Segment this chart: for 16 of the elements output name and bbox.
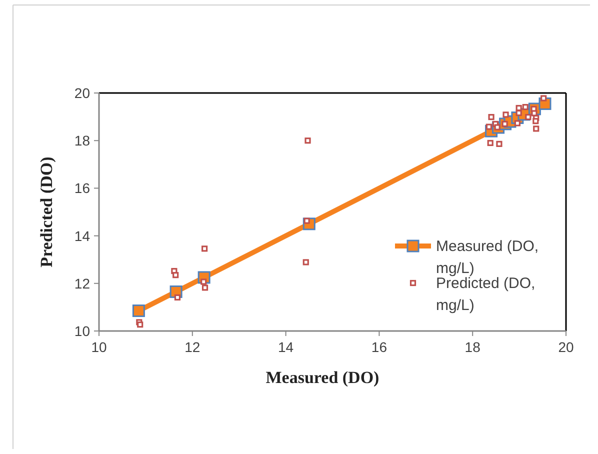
legend-label: Measured (DO, mg/L) [436, 238, 539, 277]
x-tick-label: 12 [184, 339, 200, 355]
y-tick-label: 20 [74, 85, 90, 101]
legend-label: Predicted (DO, mg/L) [436, 275, 536, 314]
x-tick-label: 18 [464, 339, 481, 355]
x-tick-label: 14 [278, 339, 294, 355]
x-axis-title: Measured (DO) [266, 368, 380, 387]
y-axis-title: Predicted (DO) [37, 156, 56, 268]
x-tick-label: 16 [371, 339, 388, 355]
x-tick-label: 20 [558, 339, 574, 355]
x-tick-label: 10 [91, 339, 107, 355]
y-tick-label: 14 [74, 228, 90, 244]
y-tick-label: 10 [74, 323, 90, 339]
y-tick-label: 16 [74, 180, 90, 196]
y-tick-label: 12 [74, 275, 90, 292]
y-tick-label: 18 [74, 132, 90, 149]
